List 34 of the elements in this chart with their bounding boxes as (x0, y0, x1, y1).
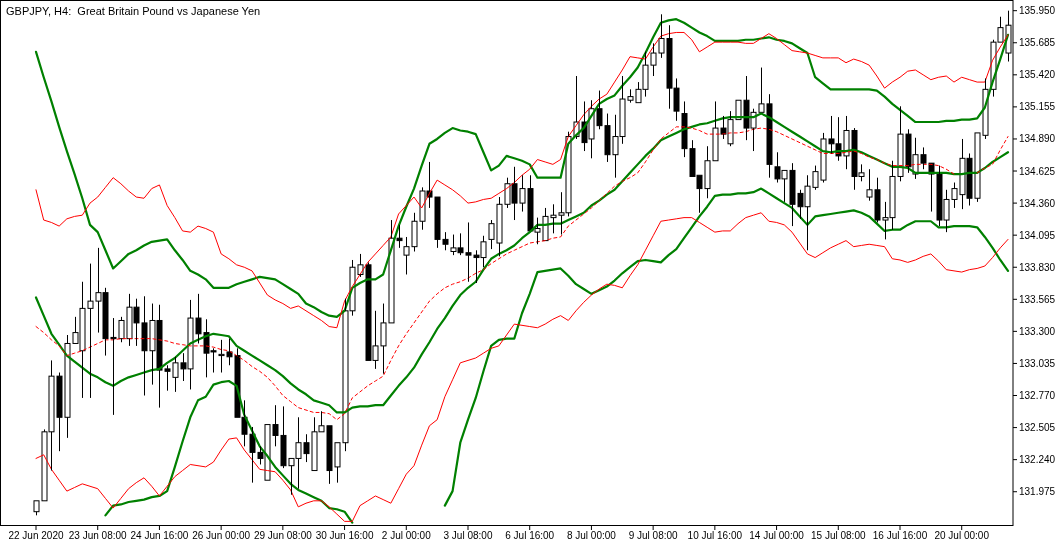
x-tick-label: 15 Jul 08:00 (811, 530, 866, 541)
y-tick-label: 135.155 (1019, 101, 1056, 113)
y-tick-label: 135.950 (1019, 5, 1056, 17)
x-tick-label: 29 Jun 08:00 (253, 530, 313, 541)
y-tick-label: 134.625 (1019, 165, 1056, 177)
x-tick-label: 3 Jul 08:00 (443, 530, 493, 541)
x-tick-label: 20 Jul 00:00 (934, 530, 990, 541)
y-tick-label: 134.360 (1019, 197, 1056, 209)
y-tick-label: 135.685 (1019, 37, 1056, 49)
y-tick-label: 134.890 (1019, 133, 1056, 145)
x-tick-label: 10 Jul 16:00 (687, 530, 743, 541)
candlestick (396, 224, 403, 249)
x-tick-label: 16 Jul 16:00 (872, 530, 928, 541)
y-tick-label: 131.975 (1019, 486, 1056, 498)
x-tick-label: 22 Jun 2020 (8, 530, 64, 541)
x-tick-label: 14 Jul 00:00 (749, 530, 805, 541)
y-tick-label: 133.830 (1019, 261, 1056, 273)
x-tick-label: 9 Jul 08:00 (628, 530, 679, 541)
y-tick-label: 132.505 (1019, 422, 1056, 434)
x-tick-label: 24 Jun 16:00 (130, 530, 189, 541)
y-tick-label: 132.770 (1019, 390, 1056, 402)
y-tick-label: 134.095 (1019, 229, 1056, 241)
y-tick-label: 133.035 (1019, 357, 1056, 369)
y-tick-label: 135.420 (1019, 69, 1056, 81)
x-tick-label: 26 Jun 00:00 (192, 530, 251, 541)
x-tick-label: 8 Jul 00:00 (566, 530, 617, 541)
x-tick-label: 23 Jun 08:00 (68, 530, 128, 541)
x-tick-label: 2 Jul 00:00 (381, 530, 432, 541)
y-tick-label: 133.565 (1019, 293, 1056, 305)
y-tick-label: 132.240 (1019, 454, 1056, 466)
chart-title: GBPJPY, H4: Great Britain Pound vs Japanese Yen (6, 5, 261, 17)
x-tick-label: 30 Jun 16:00 (315, 530, 374, 541)
y-tick-label: 133.300 (1019, 325, 1056, 337)
x-tick-label: 6 Jul 16:00 (505, 530, 555, 541)
